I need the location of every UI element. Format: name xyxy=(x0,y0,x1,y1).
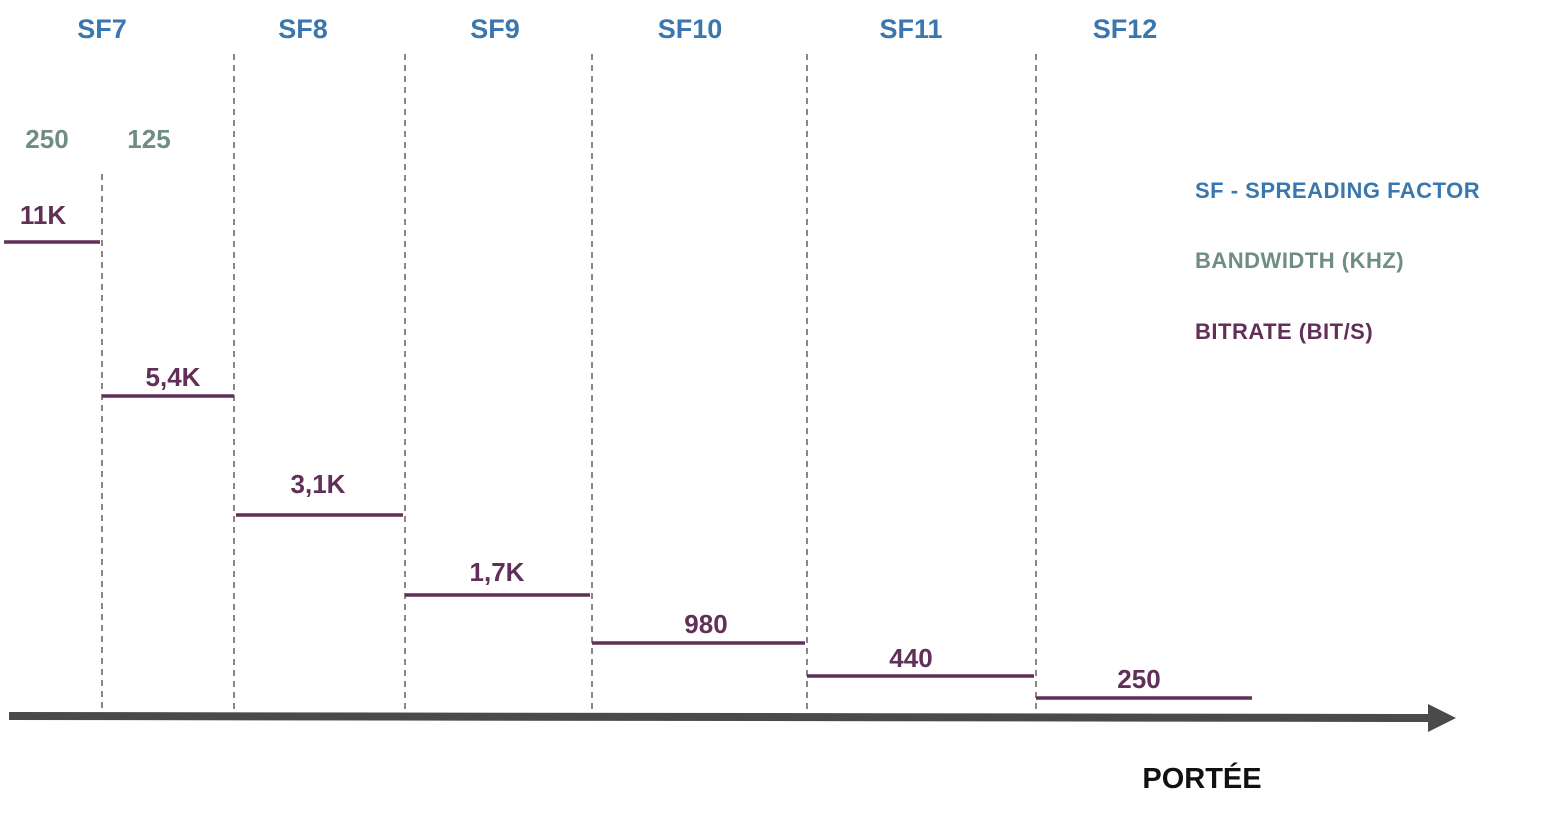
bitrate-label-440: 440 xyxy=(889,643,932,673)
legend-sf: SF - SPREADING FACTOR xyxy=(1195,178,1480,203)
sf-header-sf8: SF8 xyxy=(278,14,328,44)
sf-header-sf10: SF10 xyxy=(658,14,723,44)
bitrate-steps xyxy=(4,240,1252,700)
legend: SF - SPREADING FACTOR BANDWIDTH (KHZ) BI… xyxy=(1195,178,1480,344)
bitrate-label-250: 250 xyxy=(1117,664,1160,694)
bitrate-labels: 11K 5,4K 3,1K 1,7K 980 440 250 xyxy=(20,200,1161,694)
bitrate-label-1-7k: 1,7K xyxy=(470,557,525,587)
arrow-right-icon xyxy=(1428,704,1456,732)
bitrate-label-980: 980 xyxy=(684,609,727,639)
bitrate-label-11k: 11K xyxy=(20,200,66,230)
bitrate-label-5-4k: 5,4K xyxy=(146,362,201,392)
sf-header-sf9: SF9 xyxy=(470,14,520,44)
bitrate-label-3-1k: 3,1K xyxy=(291,469,346,499)
sf-headers: SF7 SF8 SF9 SF10 SF11 SF12 xyxy=(77,14,1157,44)
range-axis: PORTÉE xyxy=(8,704,1456,795)
sf-header-sf12: SF12 xyxy=(1093,14,1158,44)
axis-label: PORTÉE xyxy=(1142,761,1261,795)
bandwidth-label-250: 250 xyxy=(25,124,68,154)
legend-bitrate: BITRATE (BIT/S) xyxy=(1195,319,1373,344)
bandwidth-label-125: 125 xyxy=(127,124,170,154)
column-separators xyxy=(101,54,1037,712)
legend-bandwidth: BANDWIDTH (KHZ) xyxy=(1195,248,1404,273)
sf-header-sf11: SF11 xyxy=(879,14,942,44)
sf-header-sf7: SF7 xyxy=(77,14,127,44)
bandwidth-labels: 250 125 xyxy=(25,124,170,154)
axis-line xyxy=(8,712,1433,722)
